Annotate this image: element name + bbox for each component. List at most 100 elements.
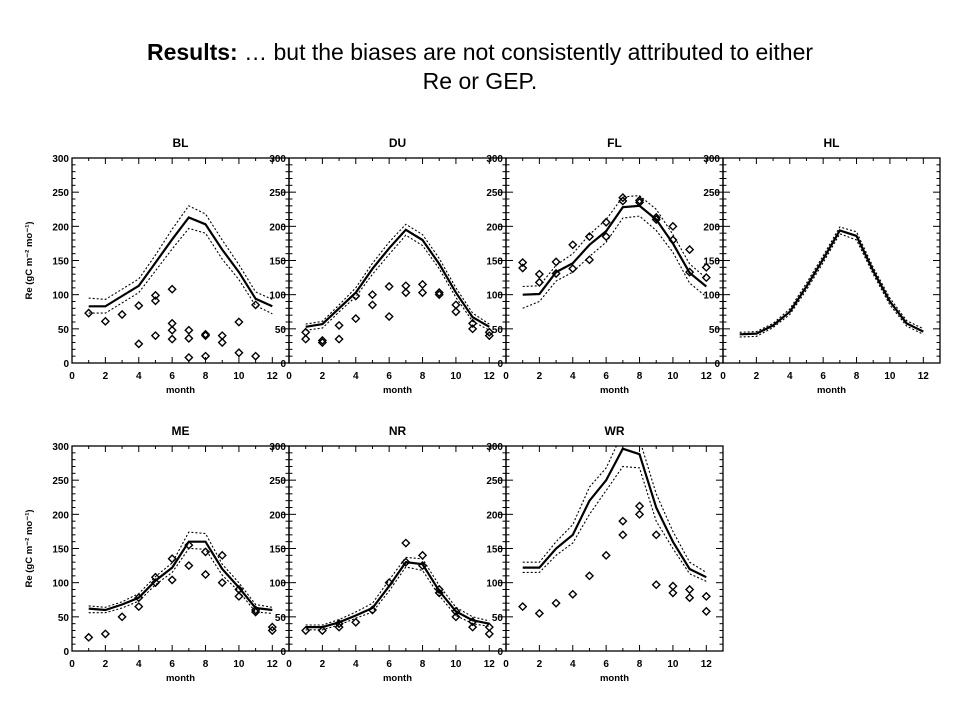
obs-point-nr — [351, 617, 361, 627]
obs-point-bl — [117, 309, 127, 320]
obs-point-nr — [451, 606, 461, 616]
obs-point-du — [401, 288, 411, 298]
x-tick-label: 0 — [69, 659, 75, 670]
obs-point-nr — [301, 625, 311, 636]
y-tick-label: 0 — [714, 359, 720, 370]
obs-point-bl — [251, 300, 261, 310]
obs-point-me — [200, 547, 211, 557]
y-tick-label: 200 — [52, 510, 69, 521]
y-tick-label: 150 — [486, 545, 503, 556]
obs-point-fl — [634, 195, 645, 205]
obs-point-me — [267, 625, 277, 636]
x-tick-label: 6 — [603, 371, 609, 382]
y-tick-label: 250 — [703, 188, 720, 199]
obs-point-bl — [84, 308, 94, 318]
series-model-bl — [88, 216, 273, 308]
obs-point-me — [251, 607, 261, 617]
y-tick-label: 200 — [703, 222, 720, 233]
slide-title-line2: Re or GEP. — [422, 68, 538, 94]
obs-point-me — [167, 554, 177, 564]
y-tick-label: 150 — [269, 257, 286, 268]
y-tick-label: 100 — [52, 579, 69, 590]
y-tick-label: 0 — [63, 647, 69, 658]
obs-point-nr — [484, 629, 494, 639]
x-tick-label: 2 — [754, 371, 760, 382]
y-tick-label: 150 — [269, 545, 286, 556]
y-tick-label: 0 — [280, 647, 286, 658]
obs-point-me — [150, 578, 161, 588]
obs-point-wr — [668, 588, 678, 598]
x-tick-label: 10 — [667, 659, 679, 670]
panel-frame-hl — [722, 157, 941, 364]
obs-point-fl — [584, 231, 595, 242]
obs-point-nr — [417, 560, 428, 571]
y-tick-label: 150 — [52, 257, 69, 268]
x-tick-label: 12 — [484, 371, 496, 382]
y-tick-label: 300 — [486, 154, 503, 165]
obs-point-du — [367, 290, 378, 300]
obs-point-du — [334, 320, 344, 331]
x-tick-label: 12 — [701, 371, 713, 382]
obs-point-du — [451, 307, 461, 317]
obs-point-wr — [518, 601, 528, 612]
x-tick-label: 2 — [537, 371, 543, 382]
y-tick-label: 100 — [269, 579, 286, 590]
obs-point-fl — [685, 267, 695, 277]
y-tick-label: 150 — [486, 257, 503, 268]
panel-title-fl: FL — [607, 136, 622, 150]
y-axis-title: Re (gC m⁻² mo⁻¹) — [24, 509, 35, 587]
y-axis-title: Re (gC m⁻² mo⁻¹) — [24, 221, 35, 299]
y-tick-label: 250 — [269, 476, 286, 487]
slide-title-bold: Results: — [146, 39, 238, 65]
x-tick-label: 2 — [103, 371, 109, 382]
x-tick-label: 8 — [637, 659, 643, 670]
obs-point-fl — [701, 272, 711, 283]
y-tick-label: 300 — [52, 442, 69, 453]
obs-point-fl — [518, 263, 528, 273]
y-tick-label: 50 — [58, 613, 70, 624]
obs-point-du — [351, 291, 361, 301]
x-axis-title: month — [383, 673, 412, 684]
obs-point-bl — [234, 348, 244, 358]
y-tick-label: 250 — [486, 188, 503, 199]
y-tick-label: 300 — [486, 442, 503, 453]
obs-point-wr — [551, 598, 561, 608]
obs-point-me — [134, 601, 144, 612]
obs-point-fl — [568, 240, 578, 250]
obs-point-nr — [401, 557, 411, 567]
obs-point-fl — [551, 268, 561, 279]
obs-point-wr — [685, 593, 695, 603]
obs-point-nr — [434, 584, 444, 595]
obs-point-wr — [534, 608, 544, 619]
obs-point-me — [184, 560, 194, 571]
y-tick-label: 50 — [58, 325, 70, 336]
x-tick-label: 0 — [720, 371, 726, 382]
obs-point-nr — [451, 612, 461, 622]
y-tick-label: 200 — [269, 222, 286, 233]
obs-point-nr — [434, 588, 444, 598]
series-lower-bound-bl — [88, 227, 273, 315]
obs-point-bl — [200, 331, 211, 341]
x-tick-label: 4 — [570, 659, 576, 670]
obs-point-nr — [401, 538, 411, 548]
series-lower-bound-du — [305, 234, 490, 331]
obs-point-bl — [167, 325, 177, 335]
series-lower-bound-wr — [522, 465, 707, 582]
x-tick-label: 8 — [637, 371, 643, 382]
slide-title-rest: … but the biases are not consistently at… — [237, 39, 814, 65]
panel-title-bl: BL — [173, 136, 189, 150]
obs-point-wr — [651, 530, 661, 540]
obs-point-du — [484, 327, 494, 337]
obs-point-bl — [134, 339, 144, 349]
x-tick-label: 10 — [233, 371, 245, 382]
panel-title-wr: WR — [605, 424, 625, 438]
obs-point-wr — [584, 571, 595, 581]
obs-point-wr — [651, 580, 661, 590]
obs-point-me — [217, 578, 227, 588]
obs-point-fl — [634, 197, 645, 208]
obs-point-nr — [317, 625, 327, 636]
obs-point-bl — [150, 296, 161, 306]
obs-point-bl — [134, 301, 144, 311]
x-tick-label: 8 — [203, 659, 209, 670]
series-model-wr — [522, 447, 707, 579]
